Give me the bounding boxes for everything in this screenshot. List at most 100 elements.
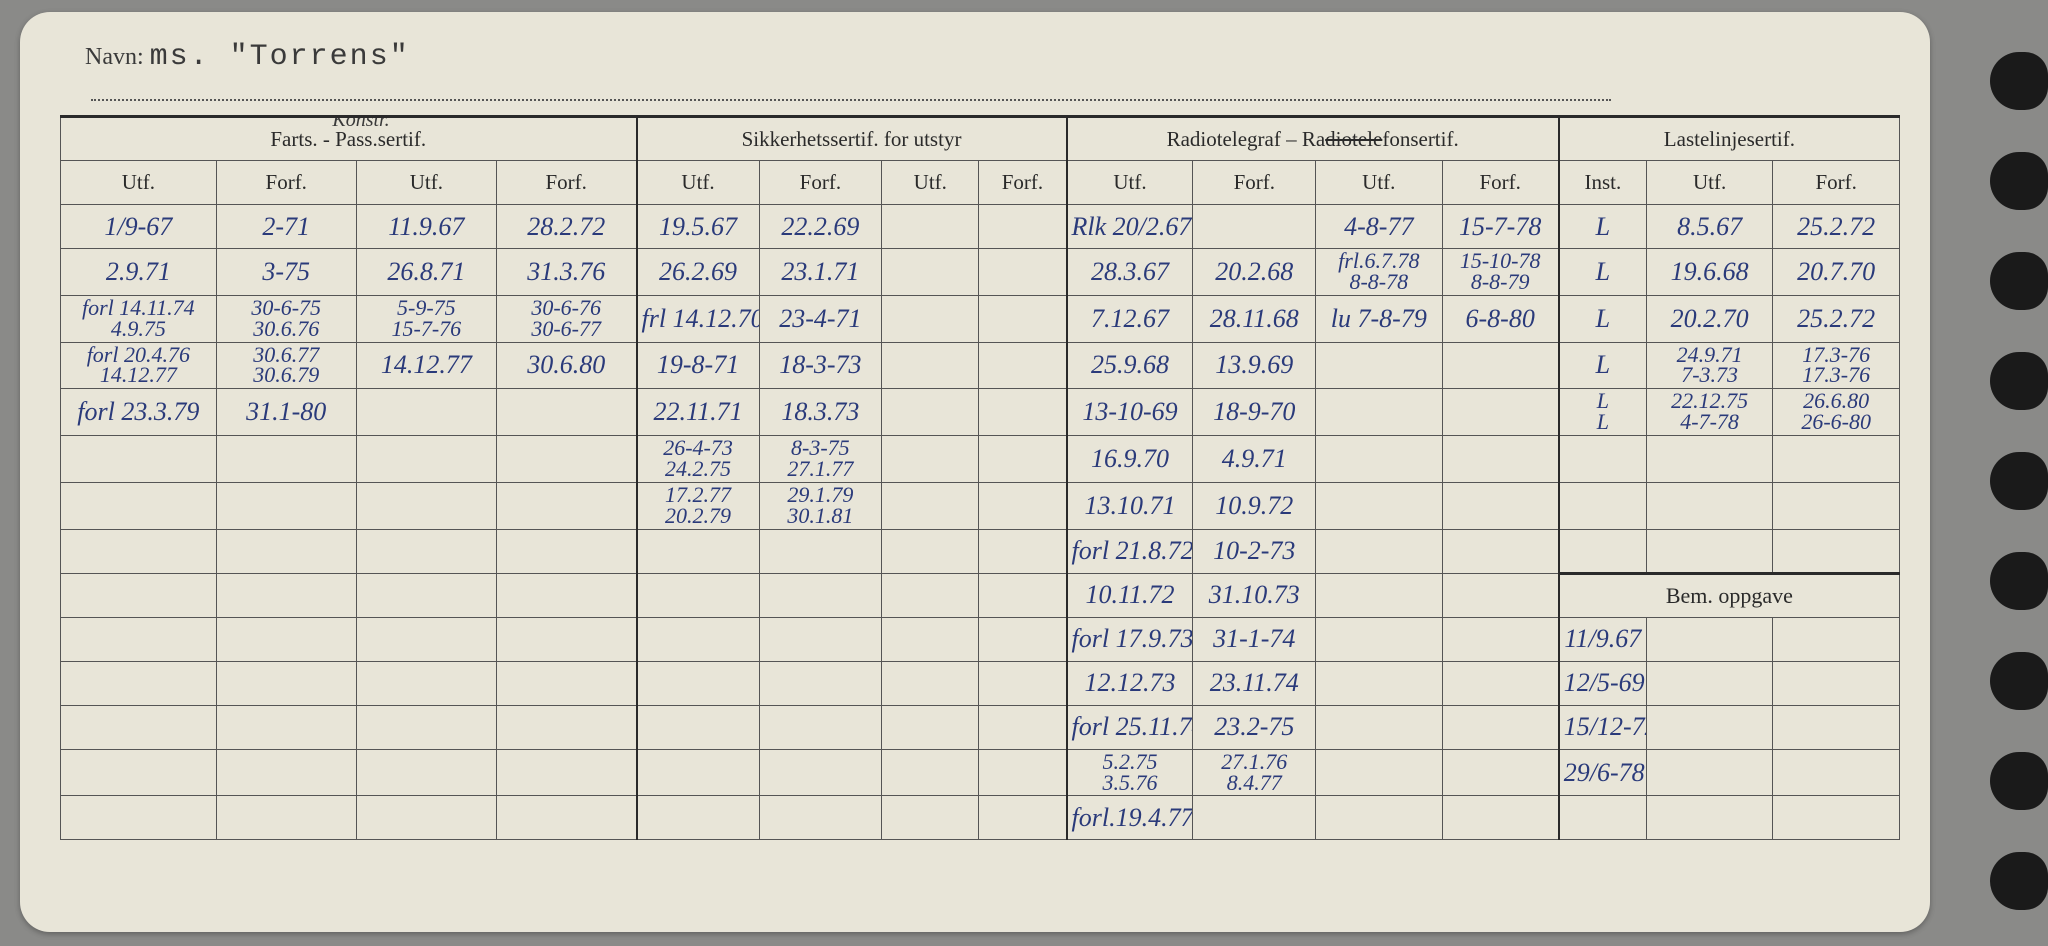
table-cell [637,796,760,840]
table-cell [637,529,760,573]
table-cell: 13-10-69 [1067,389,1193,436]
table-cell: 18-9-70 [1193,389,1316,436]
table-cell: 16.9.70 [1067,436,1193,483]
table-cell [1773,482,1900,529]
table-cell [1442,529,1559,573]
table-cell [882,749,979,796]
table-cell [759,705,882,749]
col-forf: Forf. [496,161,636,205]
table-cell [979,482,1067,529]
table-cell [637,573,760,617]
table-cell [61,661,217,705]
table-cell [356,617,496,661]
table-row: 1/9-672-7111.9.6728.2.7219.5.6722.2.69Rl… [61,205,1900,249]
table-cell [882,295,979,342]
table-cell: 25.2.72 [1773,205,1900,249]
table-cell [356,796,496,840]
table-cell [496,573,636,617]
table-cell [1193,205,1316,249]
table-cell [1559,529,1647,573]
col-inst: Inst. [1559,161,1647,205]
table-cell [61,529,217,573]
table-cell: 8-3-7527.1.77 [759,436,882,483]
table-cell: 2.9.71 [61,249,217,296]
table-row: 5.2.753.5.7627.1.768.4.7729/6-78 [61,749,1900,796]
table-cell: 11/9.67 [1559,617,1647,661]
table-cell: forl.19.4.77 [1067,796,1193,840]
table-cell [882,436,979,483]
table-cell [1559,796,1647,840]
table-cell [1193,796,1316,840]
table-row: forl 23.3.7931.1-8022.11.7118.3.7313-10-… [61,389,1900,436]
table-cell [356,529,496,573]
table-cell: 15/12-72 [1559,705,1647,749]
table-cell [979,436,1067,483]
table-cell: forl 17.9.73 [1067,617,1193,661]
table-cell: 15-7-78 [1442,205,1559,249]
table-cell: 11.9.67 [356,205,496,249]
table-cell [1442,342,1559,389]
table-cell [1316,661,1442,705]
table-row: forl 25.11.7423.2-7515/12-72 [61,705,1900,749]
table-cell [1442,436,1559,483]
table-cell [979,796,1067,840]
table-cell: 19.6.68 [1646,249,1772,296]
table-cell: 28.11.68 [1193,295,1316,342]
table-cell [979,661,1067,705]
table-cell [216,705,356,749]
table-cell: forl 23.3.79 [61,389,217,436]
table-cell: 30-6-7630-6-77 [496,295,636,342]
table-cell [1773,749,1900,796]
table-cell [1559,482,1647,529]
table-cell: LL [1559,389,1647,436]
table-cell [1316,482,1442,529]
table-row: forl 21.8.7210-2-73 [61,529,1900,573]
table-cell: L [1559,295,1647,342]
table-cell [1442,389,1559,436]
table-cell: L [1559,205,1647,249]
table-cell [61,482,217,529]
table-cell: 19-8-71 [637,342,760,389]
table-cell [1442,617,1559,661]
table-cell [882,389,979,436]
table-cell [1773,617,1900,661]
table-cell [1773,705,1900,749]
table-cell [496,436,636,483]
table-cell [216,617,356,661]
table-cell [496,749,636,796]
table-cell [1646,617,1772,661]
table-cell [882,661,979,705]
group-lastelinje: Lastelinjesertif. [1559,117,1900,161]
table-cell [1316,529,1442,573]
table-cell [356,705,496,749]
table-row: 2.9.713-7526.8.7131.3.7626.2.6923.1.7128… [61,249,1900,296]
table-cell: 28.3.67 [1067,249,1193,296]
table-cell [1773,436,1900,483]
table-cell: 26.2.69 [637,249,760,296]
table-cell [216,661,356,705]
table-cell: 12/5-69 [1559,661,1647,705]
table-cell: forl 20.4.7614.12.77 [61,342,217,389]
name-row: Navn: ms. "Torrens" [60,40,1900,101]
table-cell: 30.6.80 [496,342,636,389]
table-cell: 17.2.7720.2.79 [637,482,760,529]
table-cell [979,295,1067,342]
table-cell [1646,749,1772,796]
table-cell [637,749,760,796]
table-cell: L [1559,249,1647,296]
table-row: 26-4-7324.2.758-3-7527.1.7716.9.704.9.71 [61,436,1900,483]
table-cell [882,482,979,529]
table-cell [216,749,356,796]
table-cell: 23.11.74 [1193,661,1316,705]
col-utf: Utf. [61,161,217,205]
table-cell [496,661,636,705]
table-cell [496,482,636,529]
table-cell [759,573,882,617]
col-utf: Utf. [356,161,496,205]
table-cell [882,705,979,749]
dotted-line [91,99,1611,101]
certificate-table: Farts. - Pass.sertif. Konstr. Sikkerhets… [60,115,1900,840]
table-cell [216,436,356,483]
col-utf: Utf. [1067,161,1193,205]
table-row: forl.19.4.77 [61,796,1900,840]
